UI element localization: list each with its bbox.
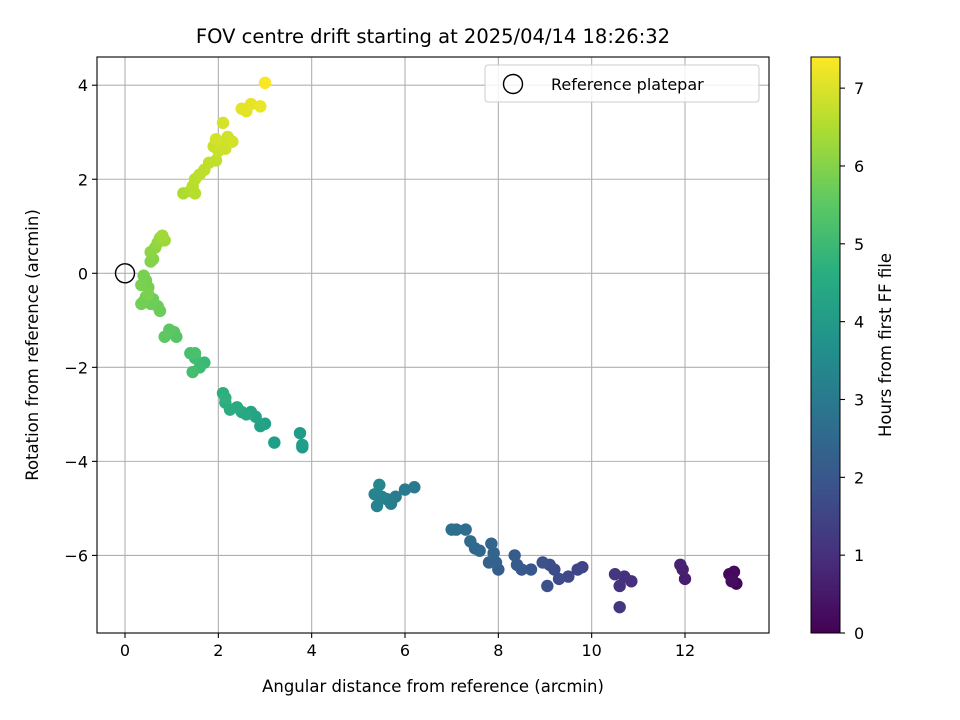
- y-tick-label: −4: [64, 452, 88, 471]
- plot-frame: [97, 57, 769, 633]
- data-point: [189, 347, 201, 359]
- x-tick-label: 0: [120, 641, 130, 660]
- data-point: [296, 439, 308, 451]
- colorbar-tick-label: 2: [854, 468, 864, 487]
- x-tick-label: 10: [581, 641, 601, 660]
- data-point: [142, 288, 154, 300]
- data-point: [219, 392, 231, 404]
- data-point: [186, 366, 198, 378]
- x-tick-label: 4: [307, 641, 317, 660]
- colorbar-tick-label: 3: [854, 390, 864, 409]
- colorbar-tick-label: 0: [854, 624, 864, 643]
- data-point: [485, 537, 497, 549]
- data-point: [464, 535, 476, 547]
- colorbar-label: Hours from first FF file: [876, 253, 895, 437]
- x-tick-label: 8: [493, 641, 503, 660]
- x-tick-label: 6: [400, 641, 410, 660]
- data-point: [259, 77, 271, 89]
- data-point: [294, 427, 306, 439]
- data-point: [609, 568, 621, 580]
- colorbar-tick-label: 1: [854, 546, 864, 565]
- data-point: [158, 331, 170, 343]
- data-point: [445, 523, 457, 535]
- data-point: [613, 580, 625, 592]
- y-tick-label: −2: [64, 358, 88, 377]
- y-tick-label: −6: [64, 546, 88, 565]
- y-axis-label: Rotation from reference (arcmin): [23, 209, 42, 481]
- legend: Reference platepar: [485, 65, 759, 102]
- colorbar: [811, 57, 840, 633]
- grid: [97, 57, 769, 633]
- colorbar-tick-label: 5: [854, 235, 864, 254]
- colorbar-tick-label: 6: [854, 157, 864, 176]
- data-point: [226, 135, 238, 147]
- data-point: [508, 549, 520, 561]
- data-point: [674, 559, 686, 571]
- data-point: [613, 601, 625, 613]
- x-tick-label: 2: [213, 641, 223, 660]
- legend-label: Reference platepar: [551, 75, 704, 94]
- data-point: [156, 229, 168, 241]
- data-point: [254, 100, 266, 112]
- chart-title: FOV centre drift starting at 2025/04/14 …: [196, 25, 670, 48]
- data-point: [536, 556, 548, 568]
- y-tick-label: 4: [78, 76, 88, 95]
- y-axis-ticks: −6 −4 −2 0 2 4: [64, 76, 97, 565]
- data-point: [725, 575, 737, 587]
- data-point: [541, 580, 553, 592]
- colorbar-tick-label: 4: [854, 313, 864, 332]
- x-tick-label: 12: [675, 641, 695, 660]
- data-point: [268, 436, 280, 448]
- x-axis-label: Angular distance from reference (arcmin): [262, 677, 604, 696]
- data-point: [210, 133, 222, 145]
- colorbar-ticks: 0 1 2 3 4 5 6 7: [840, 79, 864, 643]
- x-axis-ticks: 0 2 4 6 8 10 12: [120, 633, 695, 660]
- data-point: [373, 479, 385, 491]
- colorbar-tick-label: 7: [854, 79, 864, 98]
- y-tick-label: 2: [78, 170, 88, 189]
- y-tick-label: 0: [78, 264, 88, 283]
- data-point: [217, 117, 229, 129]
- data-points: [135, 77, 742, 614]
- data-point: [371, 500, 383, 512]
